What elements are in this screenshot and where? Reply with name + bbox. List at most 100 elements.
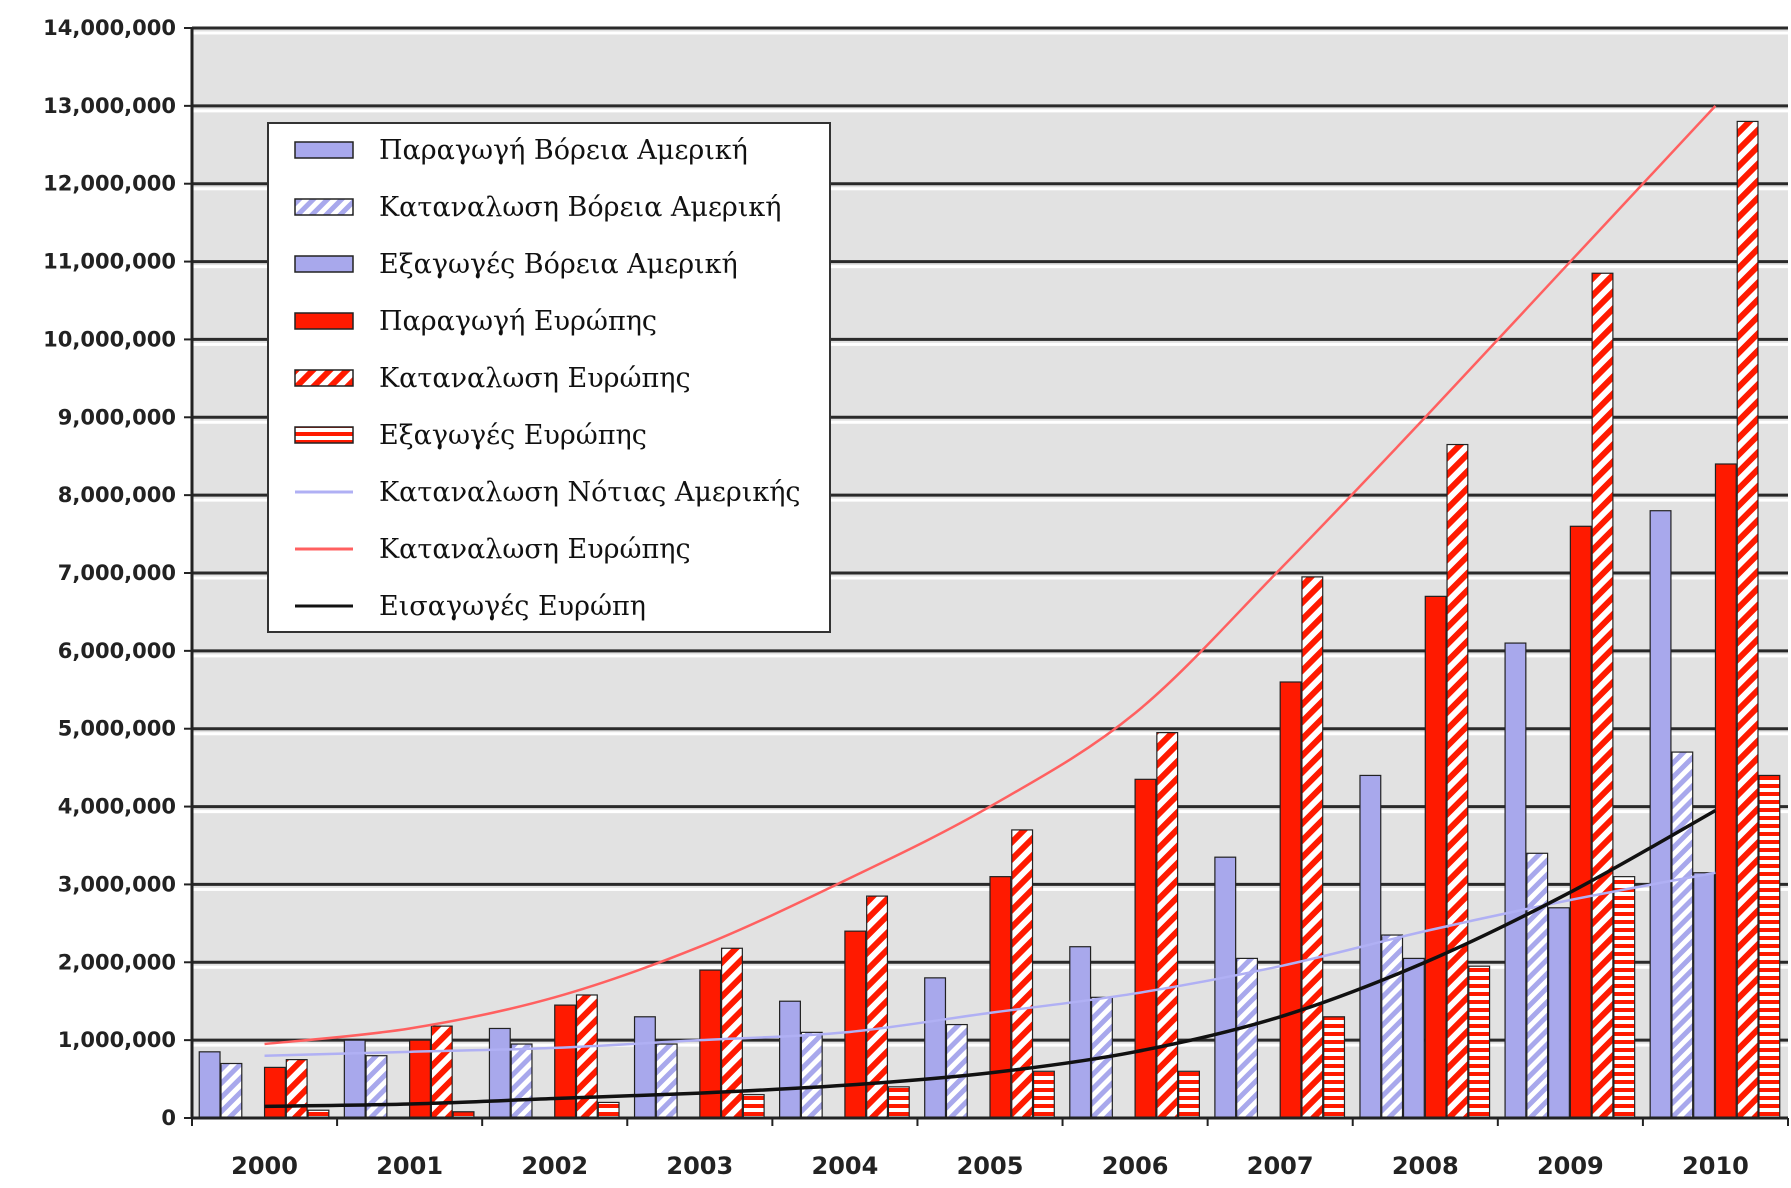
bar-4-2006 <box>1134 778 1157 1119</box>
bar-3-2009 <box>1547 907 1570 1119</box>
legend-item: Εισαγωγές Ευρώπη <box>295 591 646 622</box>
bar-2-2002 <box>510 1043 533 1119</box>
line-series-1 <box>264 871 1716 1057</box>
legend-swatch <box>294 255 354 273</box>
bar-6-2007 <box>1323 1016 1346 1119</box>
legend-label: Καταναλωση Βόρεια Αμερική <box>379 192 781 223</box>
x-tick-label: 2009 <box>1537 1152 1604 1180</box>
bar-6-2003 <box>742 1094 765 1119</box>
bar-6-2005 <box>1032 1070 1055 1119</box>
legend-item: Εξαγωγές Ευρώπης <box>294 420 647 451</box>
legend-label: Παραγωγή Ευρώπης <box>379 306 657 337</box>
x-tick-label: 2004 <box>812 1152 879 1180</box>
legend: Παραγωγή Βόρεια Αμερική Καταναλωση Βόρεια… <box>267 122 831 633</box>
bar-4-2000 <box>263 1066 286 1119</box>
bar-1-2004 <box>779 1000 801 1119</box>
bar-6-2010 <box>1758 774 1781 1119</box>
bar-2-2005 <box>945 1023 968 1119</box>
legend-label: Παραγωγή Βόρεια Αμερική <box>379 135 748 166</box>
legend-label: Εξαγωγές Βόρεια Αμερική <box>379 249 738 280</box>
x-tick-label: 2002 <box>521 1152 588 1180</box>
legend-label: Εξαγωγές Ευρώπης <box>379 420 647 451</box>
y-tick-label: 11,000,000 <box>43 250 176 274</box>
bar-2-2007 <box>1236 957 1259 1119</box>
bar-5-2010 <box>1736 120 1759 1119</box>
y-tick-label: 7,000,000 <box>58 561 176 585</box>
bar-5-2002 <box>575 994 598 1119</box>
bar-5-2007 <box>1301 576 1324 1119</box>
bar-3-2010 <box>1693 872 1716 1119</box>
legend-item: Καταναλωση Νότιας Αμερικής <box>295 477 801 508</box>
legend-label: Καταναλωση Ευρώπης <box>379 363 691 394</box>
y-tick-label: 6,000,000 <box>58 639 176 663</box>
legend-item: Εξαγωγές Βόρεια Αμερική <box>294 249 738 280</box>
bar-2-2003 <box>655 1043 678 1119</box>
bar-2-2000 <box>220 1062 243 1119</box>
bar-2-2009 <box>1526 852 1549 1119</box>
bar-4-2007 <box>1279 681 1302 1119</box>
y-tick-label: 14,000,000 <box>43 16 176 40</box>
legend-label: Καταναλωση Ευρώπης <box>379 534 691 565</box>
x-tick-label: 2001 <box>376 1152 443 1180</box>
bar-5-2006 <box>1156 732 1179 1119</box>
bar-3-2008 <box>1402 957 1425 1119</box>
bar-1-2005 <box>924 977 947 1119</box>
bar-6-2009 <box>1613 876 1636 1119</box>
y-tick-label: 0 <box>161 1106 176 1130</box>
legend-item: Παραγωγή Ευρώπης <box>294 306 657 337</box>
y-tick-label: 5,000,000 <box>58 717 176 741</box>
line-series-2 <box>264 105 1717 1046</box>
bar-6-2002 <box>597 1101 620 1119</box>
bar-2-2001 <box>365 1055 388 1119</box>
x-tick-labels: 2000 2001 2002 2003 2004 2005 2006 2007 2008 2009… <box>231 1152 1749 1180</box>
bar-1-2010 <box>1649 510 1672 1119</box>
bar-1-2000 <box>198 1051 221 1119</box>
axes-layer <box>184 27 1789 1126</box>
bar-5-2000 <box>285 1059 308 1119</box>
bar-5-2005 <box>1011 829 1034 1119</box>
bar-1-2009 <box>1504 642 1527 1119</box>
x-tick-label: 2003 <box>666 1152 733 1180</box>
legend-swatch <box>294 198 354 216</box>
legend-swatch <box>294 141 354 159</box>
bar-6-2006 <box>1178 1070 1200 1119</box>
legend-label: Εισαγωγές Ευρώπη <box>379 591 646 622</box>
legend-item: Καταναλωση Ευρώπης <box>295 534 691 565</box>
x-tick-label: 2007 <box>1247 1152 1314 1180</box>
legend-label: Καταναλωση Νότιας Αμερικής <box>379 477 801 508</box>
bar-6-2004 <box>887 1086 910 1119</box>
legend-swatch <box>294 312 354 330</box>
x-tick-label: 2000 <box>231 1152 298 1180</box>
bar-5-2008 <box>1446 443 1469 1119</box>
x-tick-label: 2010 <box>1682 1152 1749 1180</box>
y-tick-label: 2,000,000 <box>58 950 176 974</box>
legend-item: Καταναλωση Ευρώπης <box>294 363 691 394</box>
bar-4-2008 <box>1424 595 1447 1119</box>
legend-box <box>267 122 831 633</box>
legend-item: Καταναλωση Βόρεια Αμερική <box>294 192 781 223</box>
bar-1-2002 <box>488 1027 511 1119</box>
bar-1-2007 <box>1214 856 1237 1119</box>
y-tick-label: 8,000,000 <box>58 483 176 507</box>
legend-item: Παραγωγή Βόρεια Αμερική <box>294 135 748 166</box>
bar-2-2010 <box>1671 751 1694 1119</box>
line-series-3 <box>264 808 1717 1109</box>
x-tick-label: 2005 <box>957 1152 1024 1180</box>
bar-1-2003 <box>633 1016 656 1119</box>
y-tick-label: 12,000,000 <box>43 172 176 196</box>
bar-4-2003 <box>699 969 722 1119</box>
bar-4-2010 <box>1714 463 1737 1119</box>
legend-swatch <box>294 369 354 387</box>
bar-6-2008 <box>1468 965 1491 1119</box>
bars-layer <box>198 120 1781 1119</box>
y-tick-label: 1,000,000 <box>58 1028 176 1052</box>
x-tick-label: 2008 <box>1392 1152 1459 1180</box>
bar-1-2006 <box>1069 946 1092 1119</box>
bar-4-2002 <box>554 1004 577 1119</box>
bar-4-2005 <box>989 876 1012 1119</box>
lines-layer <box>264 105 1717 1109</box>
bar-4-2004 <box>844 930 867 1119</box>
bar-4-2009 <box>1569 525 1592 1119</box>
y-tick-label: 4,000,000 <box>58 795 176 819</box>
